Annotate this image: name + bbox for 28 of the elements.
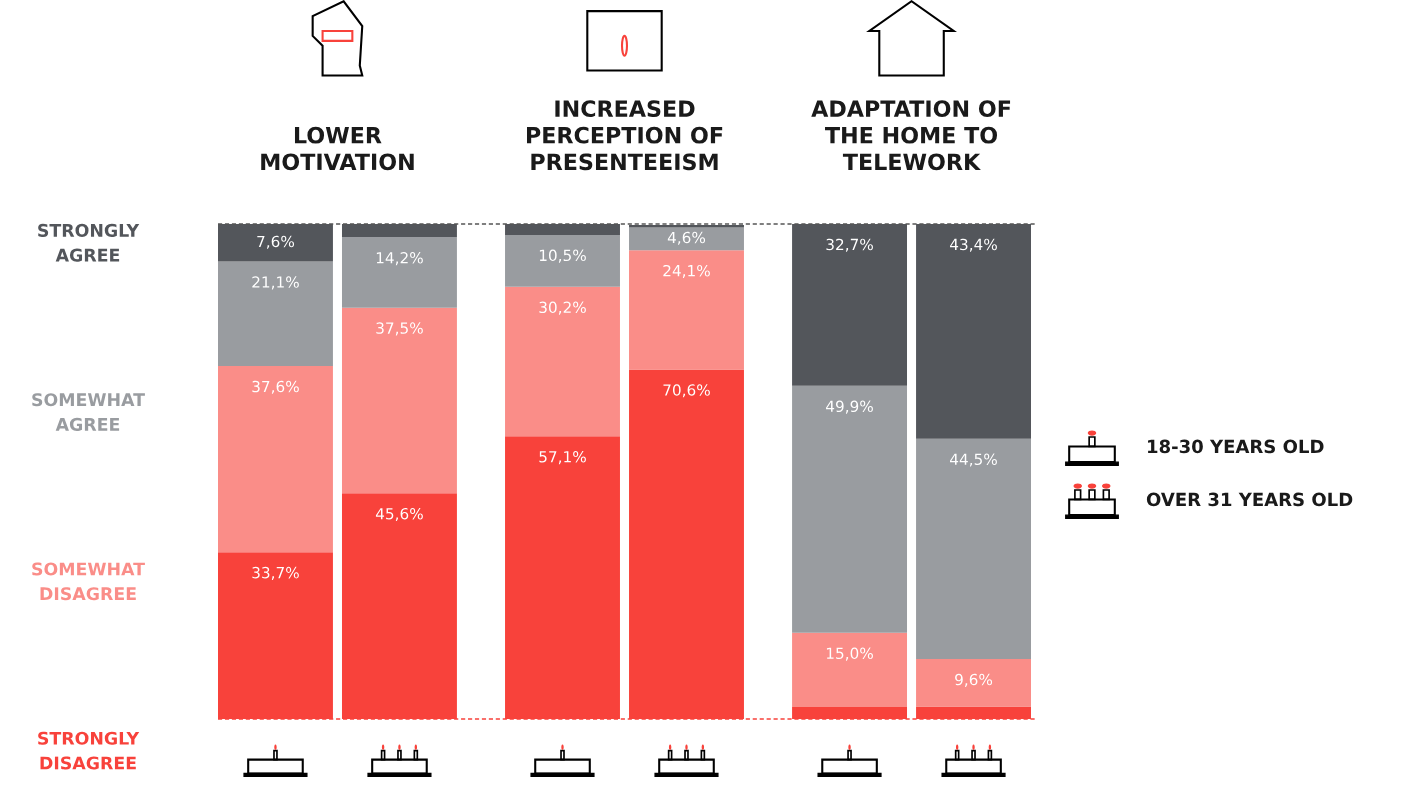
data-label: 45,6% xyxy=(375,507,423,522)
data-label: 43,4% xyxy=(950,238,997,252)
data-label: 37,5% xyxy=(376,322,423,336)
data-label: 7,6% xyxy=(257,235,295,249)
text: STRONGLY DISAGREE xyxy=(38,731,140,770)
data-label: 57,1% xyxy=(539,451,586,465)
text: ADAPTATION OF THE HOME TO TELEWORK xyxy=(811,100,1011,171)
text: 18-30 YEARS OLD xyxy=(1148,439,1324,454)
text: SOMEWHAT DISAGREE xyxy=(32,562,145,601)
data-label: 21,1% xyxy=(252,276,299,290)
text: LOWER MOTIVATION xyxy=(261,126,414,171)
data-label: 14,2% xyxy=(376,252,423,266)
data-label: 37,6% xyxy=(252,380,299,394)
data-label: 49,9% xyxy=(826,400,873,414)
text: OVER 31 YEARS OLD xyxy=(1146,492,1353,507)
data-label: 10,5% xyxy=(539,249,586,263)
data-label: 4,6% xyxy=(667,231,706,245)
data-label: 15,0% xyxy=(826,647,873,661)
text: STRONGLY AGREE xyxy=(38,223,140,262)
data-label: 9,6% xyxy=(955,673,993,687)
data-label: 70,6% xyxy=(663,384,710,398)
text: SOMEWHAT AGREE xyxy=(32,393,145,431)
text: INCREASED PERCEPTION OF PRESENTEEISM xyxy=(527,100,723,171)
data-label: 44,5% xyxy=(950,453,997,467)
data-label: 30,2% xyxy=(539,301,586,315)
data-label: 33,7% xyxy=(252,566,299,580)
data-label: 24,1% xyxy=(663,264,710,279)
data-label: 32,7% xyxy=(826,238,873,252)
